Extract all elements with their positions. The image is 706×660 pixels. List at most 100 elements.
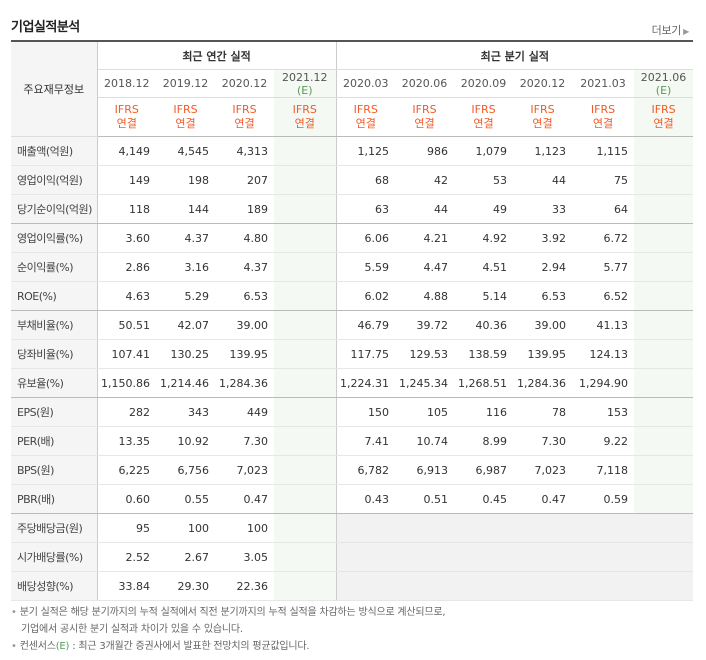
empty-cell bbox=[454, 542, 514, 572]
table-row: 시가배당률(%) 2.52 2.67 3.05 bbox=[11, 542, 694, 572]
annual-cell bbox=[274, 455, 337, 485]
empty-cell bbox=[513, 542, 573, 572]
table-row: 매출액(억원) 4,149 4,545 4,313 1,125 986 1,079 1,123… bbox=[11, 136, 694, 166]
ifrs-label: IFRS bbox=[471, 103, 496, 116]
accounting-basis: IFRS 연결 bbox=[395, 97, 455, 137]
quarter-cell: 39.00 bbox=[513, 310, 573, 340]
accounting-basis: IFRS 연결 bbox=[454, 97, 514, 137]
period-label: 2019.12 bbox=[162, 77, 209, 90]
quarter-cell: 33 bbox=[513, 194, 573, 224]
annual-cell: 100 bbox=[215, 513, 274, 543]
period-label: 2021.03 bbox=[580, 77, 626, 90]
period-label: 2020.12 bbox=[519, 77, 566, 90]
quarter-cell: 3.92 bbox=[513, 223, 573, 253]
period-label: 2021.06 bbox=[640, 70, 687, 84]
quarter-cell bbox=[634, 339, 694, 369]
annual-cell: 0.55 bbox=[156, 484, 215, 514]
annual-cell bbox=[274, 542, 337, 572]
quarter-cell: 4.88 bbox=[395, 281, 455, 311]
quarter-cell: 1,115 bbox=[572, 136, 635, 166]
quarter-cell: 75 bbox=[572, 165, 635, 195]
ifrs-label: IFRS bbox=[651, 103, 676, 116]
row-header: PBR(배) bbox=[11, 484, 98, 514]
quarter-cell: 5.14 bbox=[454, 281, 514, 311]
table-row: PBR(배) 0.60 0.55 0.47 0.43 0.51 0.45 0.47 0.59 bbox=[11, 484, 694, 514]
annual-cell bbox=[274, 136, 337, 166]
quarter-cell: 986 bbox=[395, 136, 455, 166]
annual-cell bbox=[274, 513, 337, 543]
consolidated-label: 연결 bbox=[473, 117, 494, 130]
quarter-cell: 6.52 bbox=[572, 281, 635, 311]
table-row: 당좌비율(%) 107.41 130.25 139.95 117.75 129.53 138… bbox=[11, 339, 694, 369]
annual-cell: 6,225 bbox=[97, 455, 156, 485]
footnote-1-text: 분기 실적은 해당 분기까지의 누적 실적에서 직전 분기까지의 누적 실적을 … bbox=[19, 607, 446, 618]
period-header: 2018.12 bbox=[97, 69, 156, 98]
quarter-cell: 6.72 bbox=[572, 223, 635, 253]
accounting-basis: IFRS 연결 bbox=[274, 97, 337, 137]
empty-cell bbox=[634, 571, 694, 601]
quarter-cell: 1,125 bbox=[336, 136, 396, 166]
more-link[interactable]: 더보기 ▶ bbox=[652, 22, 690, 38]
annual-cell: 29.30 bbox=[156, 571, 215, 601]
quarter-cell: 1,079 bbox=[454, 136, 514, 166]
quarter-cell bbox=[634, 455, 694, 485]
annual-cell: 1,150.86 bbox=[97, 368, 156, 398]
annual-cell bbox=[274, 252, 337, 282]
quarter-cell: 44 bbox=[395, 194, 455, 224]
quarter-cell: 6,782 bbox=[336, 455, 396, 485]
annual-cell: 144 bbox=[156, 194, 215, 224]
annual-cell: 100 bbox=[156, 513, 215, 543]
footnote-2: • 컨센서스(E) : 최근 3개월간 증권사에서 발표한 전망치의 평균값입니… bbox=[11, 641, 310, 652]
period-label: 2018.12 bbox=[104, 77, 150, 90]
quarter-cell: 105 bbox=[395, 397, 455, 427]
footnotes: • 분기 실적은 해당 분기까지의 누적 실적에서 직전 분기까지의 누적 실적… bbox=[11, 604, 446, 655]
ifrs-label: IFRS bbox=[590, 103, 616, 116]
quarter-cell bbox=[634, 368, 694, 398]
period-header: 2020.12 bbox=[215, 69, 274, 98]
quarter-cell: 63 bbox=[336, 194, 396, 224]
row-header: 부채비율(%) bbox=[11, 310, 98, 340]
quarter-cell: 0.59 bbox=[572, 484, 635, 514]
quarter-cell: 6.02 bbox=[336, 281, 396, 311]
quarter-cell bbox=[634, 136, 694, 166]
row-header: EPS(원) bbox=[11, 397, 98, 427]
empty-cell bbox=[572, 542, 635, 572]
consolidated-label: 연결 bbox=[355, 117, 376, 130]
annual-cell bbox=[274, 426, 337, 456]
quarter-cell: 40.36 bbox=[454, 310, 514, 340]
annual-cell bbox=[274, 339, 337, 369]
row-label-header: 주요재무정보 bbox=[11, 41, 98, 137]
quarter-cell: 41.13 bbox=[572, 310, 635, 340]
annual-cell: 198 bbox=[156, 165, 215, 195]
period-label: 2020.09 bbox=[460, 77, 507, 90]
quarter-cell: 129.53 bbox=[395, 339, 455, 369]
quarter-cell: 150 bbox=[336, 397, 396, 427]
accounting-basis: IFRS 연결 bbox=[97, 97, 156, 137]
empty-cell bbox=[454, 571, 514, 601]
period-header: 2021.12 (E) bbox=[274, 69, 337, 98]
quarter-cell: 0.51 bbox=[395, 484, 455, 514]
footnote-1-cont: 기업에서 공시한 분기 실적과 차이가 있을 수 있습니다. bbox=[21, 624, 243, 635]
table-row: 유보율(%) 1,150.86 1,214.46 1,284.36 1,224.31 1,… bbox=[11, 368, 694, 398]
row-header: 매출액(억원) bbox=[11, 136, 98, 166]
empty-cell bbox=[572, 513, 635, 543]
period-header: 2020.12 bbox=[513, 69, 573, 98]
row-header: PER(배) bbox=[11, 426, 98, 456]
annual-cell: 39.00 bbox=[215, 310, 274, 340]
annual-cell: 6,756 bbox=[156, 455, 215, 485]
ifrs-label: IFRS bbox=[292, 103, 317, 116]
annual-cell bbox=[274, 223, 337, 253]
annual-cell: 7,023 bbox=[215, 455, 274, 485]
table-row: ROE(%) 4.63 5.29 6.53 6.02 4.88 5.14 6.53 6.52 bbox=[11, 281, 694, 311]
accounting-basis: IFRS 연결 bbox=[634, 97, 694, 137]
ifrs-label: IFRS bbox=[412, 103, 437, 116]
row-header: 순이익률(%) bbox=[11, 252, 98, 282]
annual-cell: 130.25 bbox=[156, 339, 215, 369]
quarter-cell: 64 bbox=[572, 194, 635, 224]
quarter-cell: 39.72 bbox=[395, 310, 455, 340]
row-header: ROE(%) bbox=[11, 281, 98, 311]
table-row: 영업이익률(%) 3.60 4.37 4.80 6.06 4.21 4.92 3.92 6.72 bbox=[11, 223, 694, 253]
quarter-cell: 8.99 bbox=[454, 426, 514, 456]
quarter-cell: 4.92 bbox=[454, 223, 514, 253]
annual-cell: 4.37 bbox=[156, 223, 215, 253]
